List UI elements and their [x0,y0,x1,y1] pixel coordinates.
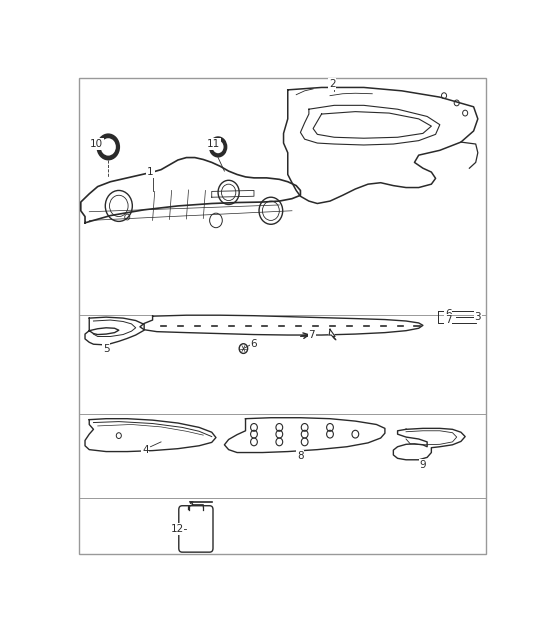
Polygon shape [283,87,478,203]
Circle shape [96,133,120,161]
Text: 10: 10 [90,139,104,149]
Circle shape [101,138,116,156]
Polygon shape [85,419,216,452]
Polygon shape [225,418,385,453]
Text: 7: 7 [445,315,452,325]
Text: 11: 11 [207,139,221,149]
Text: 8: 8 [297,451,304,461]
Circle shape [209,136,227,158]
Polygon shape [393,428,465,460]
Text: 6: 6 [251,338,257,349]
Text: 7: 7 [308,330,315,340]
Text: 6: 6 [445,309,452,319]
Text: 3: 3 [475,312,481,322]
Circle shape [213,141,223,153]
Polygon shape [140,315,423,335]
Polygon shape [81,158,300,223]
Polygon shape [329,329,336,340]
Text: 12: 12 [171,524,184,534]
Text: 2: 2 [329,79,335,89]
Polygon shape [85,317,144,345]
Text: 5: 5 [103,344,110,354]
Text: 4: 4 [142,445,149,455]
FancyBboxPatch shape [179,506,213,552]
Text: 9: 9 [420,460,426,470]
Text: 1: 1 [147,167,154,177]
